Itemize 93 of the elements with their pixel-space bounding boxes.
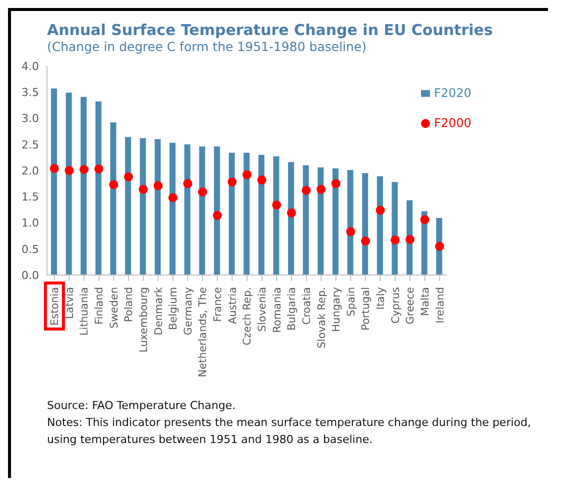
x-tick-label: Greece	[404, 287, 417, 324]
y-tick-label: 3.0	[22, 112, 39, 126]
point	[257, 175, 266, 184]
y-tick-label: 4.0	[22, 60, 39, 73]
bar	[347, 170, 354, 275]
bar	[273, 156, 280, 275]
legend-label: F2000	[434, 116, 472, 130]
point	[154, 181, 163, 190]
bar	[51, 88, 57, 275]
x-tick-label: Poland	[123, 287, 136, 322]
y-tick-label: 0.5	[22, 242, 39, 256]
x-tick-label: Sweden	[108, 287, 120, 328]
bar	[154, 139, 161, 275]
y-tick-label: 2.5	[22, 138, 39, 152]
point	[50, 164, 59, 173]
x-tick-label: Finland	[94, 287, 106, 325]
bar	[376, 176, 383, 275]
bar	[258, 154, 264, 275]
chart-title: Annual Surface Temperature Change in EU Countries	[47, 21, 494, 39]
bar	[302, 165, 309, 275]
point	[183, 179, 192, 188]
point	[94, 164, 104, 174]
x-tick-label: Spain	[345, 287, 358, 316]
point	[198, 187, 208, 196]
bar	[362, 173, 368, 275]
x-tick-label: Estonia	[49, 287, 62, 326]
legend-label: F2020	[434, 86, 472, 100]
bar	[332, 168, 338, 275]
point	[390, 235, 400, 244]
point	[64, 166, 74, 176]
point	[212, 210, 222, 220]
point	[420, 215, 430, 224]
bar	[140, 138, 146, 275]
point	[331, 179, 340, 188]
x-tick-label: Slovenia	[256, 287, 268, 332]
y-tick-label: 1.0	[22, 216, 39, 230]
x-tick-label: Slovak Rep.	[316, 287, 328, 348]
source-note: Source: FAO Temperature Change.	[47, 398, 237, 414]
y-tick-label: 2.0	[22, 164, 39, 178]
bar	[95, 102, 102, 275]
x-tick-label: Austria	[226, 287, 239, 324]
x-tick-label: Latvia	[64, 287, 76, 319]
x-tick-label: Germany	[182, 287, 194, 336]
point	[242, 170, 252, 180]
bar	[125, 137, 132, 275]
x-tick-label: Luxembourg	[138, 287, 150, 352]
x-tick-label: Lithuania	[78, 287, 91, 336]
bar	[228, 152, 235, 275]
x-tick-label: France	[212, 287, 224, 322]
y-tick-label: 1.5	[22, 190, 39, 204]
x-tick-label: Romania	[271, 287, 284, 333]
x-tick-label: Denmark	[152, 286, 165, 336]
text: Notes: This indicator presents the mean surface temperature change during the period, using temperatures between 1951 and 1980 as a baseline.	[47, 415, 532, 448]
bar	[66, 92, 72, 275]
bar	[244, 152, 250, 275]
point	[272, 200, 282, 210]
bar	[199, 146, 206, 275]
chart-subtitle: (Change in degree C form the 1951-1980 baseline)	[47, 39, 368, 54]
x-tick-label: Hungary	[330, 287, 343, 332]
point	[124, 172, 133, 182]
point	[316, 184, 326, 194]
x-tick-label: Croatia	[300, 287, 313, 325]
point	[405, 234, 414, 244]
bar	[288, 162, 294, 275]
x-tick-label: Malta	[419, 287, 432, 316]
bar	[80, 96, 87, 275]
bar	[170, 142, 176, 275]
bar	[318, 167, 324, 275]
point	[346, 227, 356, 236]
point	[109, 180, 118, 190]
point	[228, 177, 237, 186]
y-tick-label: 3.5	[22, 86, 39, 100]
point	[435, 242, 444, 251]
x-tick-label: Belgium	[168, 287, 180, 330]
bar	[110, 122, 116, 275]
x-tick-label: Italy	[375, 287, 388, 310]
bar	[214, 146, 220, 275]
bar	[184, 144, 190, 275]
x-tick-label: Ireland	[434, 287, 446, 324]
point	[168, 193, 178, 202]
point	[361, 236, 370, 246]
y-tick-label: 0.0	[22, 268, 39, 282]
point	[80, 164, 89, 174]
x-tick-label: Portugal	[360, 287, 372, 330]
point	[376, 206, 385, 215]
point	[138, 184, 148, 194]
bar	[392, 182, 398, 275]
point	[302, 186, 311, 195]
point	[286, 208, 296, 218]
x-tick-label: Czech Rep.	[242, 287, 254, 346]
x-tick-label: Bulgaria	[286, 287, 298, 331]
x-tick-label: Cyprus	[390, 287, 402, 324]
x-tick-label: Netherlands, The	[197, 287, 210, 378]
